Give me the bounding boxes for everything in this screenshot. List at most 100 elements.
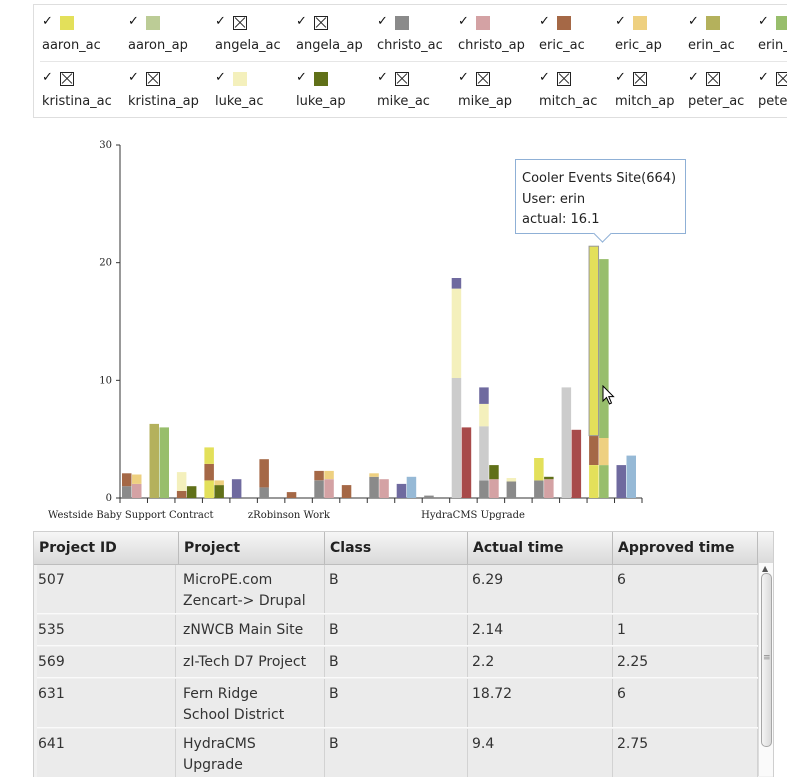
legend-checkbox[interactable]: ✓	[296, 14, 307, 29]
cell-project: zI-Tech D7 Project	[179, 647, 325, 677]
column-header-project[interactable]: Project	[179, 532, 325, 564]
table-row[interactable]: 569 zI-Tech D7 Project B 2.2 2.25	[37, 647, 758, 678]
legend-row: ✓ aaron_ac ✓ aaron_ap ✓ angela_ac ✓ angela_ap ✓ c…	[40, 5, 787, 62]
y-tick-label: 20	[99, 258, 112, 269]
table-row[interactable]: 631 Fern Ridge School District B 18.72 6	[37, 679, 758, 728]
legend-label: eric_ap	[615, 38, 662, 53]
legend-checkbox[interactable]: ✓	[758, 70, 769, 85]
bar-segment-eric-ac	[259, 459, 269, 488]
legend-label: aaron_ac	[42, 38, 101, 53]
legend-checkbox[interactable]: ✓	[539, 14, 550, 29]
cell-id: 631	[34, 679, 176, 727]
cell-actual: 2.2	[468, 647, 613, 677]
bar-segment-angela-ac	[561, 387, 572, 498]
bar-segment-christo-ac	[506, 481, 517, 498]
legend-checkbox[interactable]: ✓	[615, 70, 626, 85]
legend-checkbox[interactable]: ✓	[458, 14, 469, 29]
legend-label: angela_ap	[296, 38, 363, 53]
bar-segment-luke-ac	[176, 472, 187, 491]
legend-checkbox[interactable]: ✓	[688, 14, 699, 29]
legend-label: peter_ac	[688, 94, 745, 109]
legend-checkbox[interactable]: ✓	[296, 70, 307, 85]
legend-checkbox[interactable]: ✓	[758, 14, 769, 29]
legend-label: kristina_ac	[42, 94, 112, 109]
legend-swatch[interactable]	[706, 16, 720, 30]
hover-highlight	[588, 245, 600, 437]
stacked-bar-chart: 0 10 20 30 Westside Baby Support Contract zRo…	[48, 140, 643, 521]
cell-id: 535	[34, 615, 176, 645]
legend-checkbox[interactable]: ✓	[615, 14, 626, 29]
hidden-series-icon[interactable]	[233, 16, 247, 30]
tooltip-project: Cooler Events Site(664)	[522, 171, 677, 186]
cell-approved: 1	[613, 615, 758, 645]
legend-label: erin_ap	[758, 38, 787, 53]
legend-checkbox[interactable]: ✓	[377, 14, 388, 29]
legend-checkbox[interactable]: ✓	[215, 14, 226, 29]
bar-segment-mitch-ac	[571, 429, 582, 498]
bar-segment-christo-ap	[324, 479, 334, 498]
cell-approved: 6	[613, 679, 758, 727]
cell-actual: 18.72	[468, 679, 613, 727]
hidden-series-icon[interactable]	[776, 72, 787, 86]
legend-checkbox[interactable]: ✓	[215, 70, 226, 85]
bar-segment-eric-ac	[176, 490, 187, 498]
bar-segment-peter-ac	[479, 387, 489, 404]
legend-label: mike_ac	[377, 94, 430, 109]
legend-checkbox[interactable]: ✓	[42, 70, 53, 85]
legend-swatch[interactable]	[557, 16, 571, 30]
bar-segment-eric-ap	[324, 470, 334, 480]
legend-checkbox[interactable]: ✓	[128, 14, 139, 29]
legend-label: mitch_ac	[539, 94, 598, 109]
legend-swatch[interactable]	[146, 16, 160, 30]
hidden-series-icon[interactable]	[633, 72, 647, 86]
column-header-actual-time[interactable]: Actual time	[468, 532, 613, 564]
legend-swatch[interactable]	[633, 16, 647, 30]
legend-label: angela_ac	[215, 38, 281, 53]
bar-segment-luke-ap	[489, 465, 499, 480]
table-row[interactable]: 507 MicroPE.com Zencart-> Drupal B 6.29 6	[37, 565, 758, 614]
bar-segment-erin-ac	[149, 423, 159, 498]
legend-checkbox[interactable]: ✓	[458, 70, 469, 85]
bar-segment-luke-ap	[214, 485, 224, 498]
bar-segment-erin-ap	[599, 259, 609, 438]
scroll-up-arrow-icon[interactable]: ▲	[762, 564, 769, 573]
x-category-label: HydraCMS Upgrade	[421, 510, 525, 521]
hidden-series-icon[interactable]	[476, 72, 490, 86]
bar-segment-christo-ac	[369, 476, 379, 498]
column-header-approved-time[interactable]: Approved time	[613, 532, 758, 564]
legend-swatch[interactable]	[60, 16, 74, 30]
legend-checkbox[interactable]: ✓	[688, 70, 699, 85]
legend-checkbox[interactable]: ✓	[539, 70, 550, 85]
bar-segment-peter-ap	[406, 476, 417, 498]
x-category-label: Westside Baby Support Contract	[48, 510, 213, 521]
hidden-series-icon[interactable]	[706, 72, 720, 86]
hidden-series-icon[interactable]	[146, 72, 160, 86]
hidden-series-icon[interactable]	[395, 72, 409, 86]
hidden-series-icon[interactable]	[557, 72, 571, 86]
legend-label: erin_ac	[688, 38, 735, 53]
legend-checkbox[interactable]: ✓	[42, 14, 53, 29]
hidden-series-icon[interactable]	[60, 72, 74, 86]
scrollbar-thumb[interactable]: ≡	[761, 573, 772, 747]
column-header-project-id[interactable]: Project ID	[34, 532, 179, 564]
hidden-series-icon[interactable]	[314, 16, 328, 30]
legend-label: peter_ap	[758, 94, 787, 109]
legend-checkbox[interactable]: ✓	[128, 70, 139, 85]
cell-class: B	[325, 647, 468, 677]
grid-scrollbar[interactable]: ▲ ≡	[758, 563, 773, 776]
bar-segment-erin-ap	[599, 465, 609, 498]
bar-segment-peter-ap	[626, 455, 636, 498]
legend-swatch[interactable]	[233, 72, 247, 86]
legend-swatch[interactable]	[476, 16, 490, 30]
bar-segment-eric-ac	[314, 470, 324, 481]
bar-segment-christo-ap	[132, 483, 142, 498]
column-header-class[interactable]: Class	[325, 532, 468, 564]
table-row[interactable]: 535 zNWCB Main Site B 2.14 1	[37, 615, 758, 646]
legend-swatch[interactable]	[314, 72, 328, 86]
legend-checkbox[interactable]: ✓	[377, 70, 388, 85]
legend-swatch[interactable]	[395, 16, 409, 30]
legend-swatch[interactable]	[776, 16, 787, 30]
bar-segment-eric-ap	[599, 438, 609, 466]
table-row[interactable]: 641 HydraCMS Upgrade B 9.4 2.75	[37, 729, 758, 777]
bar-segment-eric-ac	[122, 473, 132, 487]
